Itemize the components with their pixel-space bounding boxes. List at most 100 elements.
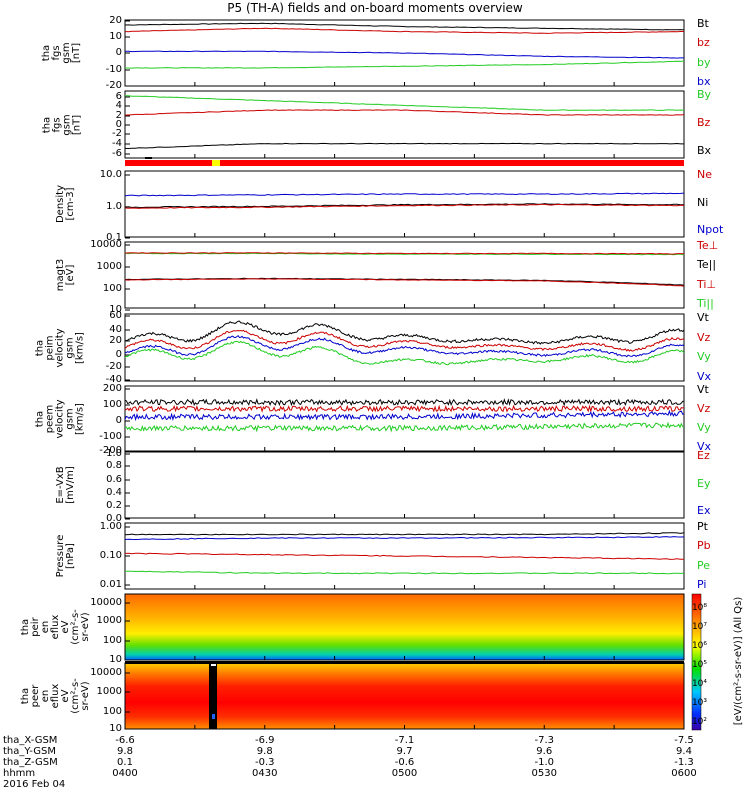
legend-fgs_zoom-1: Bz bbox=[697, 116, 711, 130]
ytick-label-fgs: 0 bbox=[115, 47, 122, 58]
colorbar-tick-label: 10² bbox=[691, 717, 707, 727]
mode-bar-marker bbox=[212, 160, 220, 166]
series-line-pi bbox=[124, 536, 685, 541]
legend-peem-0: Vt bbox=[697, 383, 709, 396]
colorbar-tick-label: 10⁴ bbox=[691, 679, 707, 689]
ytick-label-fgs: -10 bbox=[105, 64, 122, 75]
ytick-label-peir: 1000 bbox=[96, 615, 122, 626]
ytick-label-pressure: 1.00 bbox=[99, 521, 122, 532]
ytick-label-temp: 100 bbox=[102, 283, 122, 294]
series-line-npot bbox=[124, 192, 685, 197]
legend-pressure-2: Pe bbox=[697, 558, 711, 572]
ytick-label-fgs_zoom: 4 bbox=[115, 100, 122, 111]
ytick-label-peem: 0 bbox=[115, 415, 122, 426]
ytick-label-efield: 0.0 bbox=[106, 513, 122, 524]
legend-fgs_zoom-0: By bbox=[697, 88, 712, 101]
xaxis-value-3-2: 0500 bbox=[391, 768, 418, 779]
series-line-bx bbox=[124, 50, 684, 59]
series-line-bz bbox=[124, 109, 685, 116]
ytick-label-peer: 10 bbox=[109, 723, 122, 734]
ytick-label-peir: 10 bbox=[109, 654, 122, 665]
series-line-vx-peem bbox=[124, 409, 685, 422]
peer-gap-blue bbox=[212, 714, 215, 719]
ytick-label-efield: 1.0 bbox=[106, 448, 122, 459]
panel-frame-efield bbox=[124, 451, 685, 519]
xaxis-value-3-4: 0600 bbox=[671, 768, 697, 779]
ytick-label-density: 10.0 bbox=[99, 169, 122, 180]
ytick-label-fgs_zoom: -2 bbox=[112, 128, 122, 139]
legend-density-2: Npot bbox=[697, 223, 724, 237]
legend-peim-0: Vt bbox=[697, 311, 709, 324]
xaxis-value-3-3: 0530 bbox=[531, 768, 557, 779]
ytick-label-efield: 0.6 bbox=[106, 474, 122, 485]
colorbar-label: [eV/(cm²-s-sr-eV)] (All Qs) bbox=[733, 596, 744, 726]
ytick-label-fgs: -20 bbox=[105, 80, 122, 91]
ytick-label-fgs_zoom: -6 bbox=[112, 148, 122, 159]
ytick-label-efield: 0.2 bbox=[106, 500, 122, 511]
xaxis-value-2-2: -0.6 bbox=[394, 757, 415, 768]
peer-gap-marker bbox=[211, 663, 216, 666]
legend-efield-0: Ez bbox=[697, 449, 710, 462]
ytick-label-density: 0.1 bbox=[106, 232, 122, 243]
xaxis-value-0-3: -7.3 bbox=[534, 735, 554, 746]
legend-peim-2: Vy bbox=[697, 350, 711, 364]
xaxis-row-label-0: tha_X-GSM bbox=[3, 735, 58, 746]
xaxis-row-label-1: tha_Y-GSM bbox=[3, 746, 57, 757]
series-line-by bbox=[124, 95, 685, 111]
series-line-ti- bbox=[124, 252, 685, 255]
colorbar-tick-label: 10⁵ bbox=[691, 660, 707, 670]
ylabel-fgs_zoom: tha fgs gsm [nT] bbox=[41, 113, 82, 136]
xaxis-value-1-3: 9.6 bbox=[536, 746, 553, 757]
legend-efield-1: Ey bbox=[697, 476, 711, 490]
ytick-label-peim: -40 bbox=[105, 374, 122, 385]
colorbar-tick-label: 10⁸ bbox=[691, 603, 707, 613]
legend-density-1: Ni bbox=[697, 195, 709, 209]
series-line-te- bbox=[124, 278, 685, 287]
ylabel-peem: tha peem velocity gsm [km/s] bbox=[34, 398, 85, 439]
ytick-label-efield: 0.8 bbox=[106, 460, 122, 471]
ytick-label-peem: 100 bbox=[102, 399, 122, 410]
series-line-ne bbox=[124, 203, 685, 209]
ytick-label-pressure: 0.01 bbox=[99, 579, 122, 590]
xaxis-value-0-1: -6.9 bbox=[254, 735, 275, 746]
series-line-pe bbox=[125, 570, 685, 575]
legend-peem-3: Vx bbox=[697, 440, 712, 453]
ytick-label-fgs_zoom: 0 bbox=[115, 119, 122, 130]
legend-fgs-1: bz bbox=[697, 36, 710, 50]
ytick-label-peim: 0 bbox=[115, 349, 122, 360]
legend-temp-1: Te|| bbox=[697, 258, 717, 272]
ylabel-density: Density [cm-3] bbox=[55, 184, 76, 224]
legend-temp-2: Ti⊥ bbox=[697, 277, 717, 291]
ylabel-peim: tha peim velocity gsm [km/s] bbox=[34, 327, 85, 368]
xaxis-value-1-1: 9.8 bbox=[256, 746, 273, 757]
legend-peim-1: Vz bbox=[697, 330, 711, 344]
colorbar bbox=[691, 593, 702, 731]
xaxis-value-0-0: -6.6 bbox=[115, 735, 135, 746]
xaxis-row-label-2: tha_Z-GSM bbox=[3, 757, 58, 768]
xaxis-row-label-3: hhmm bbox=[3, 768, 36, 779]
ytick-label-peem: 200 bbox=[102, 383, 122, 394]
ytick-label-pressure: 0.10 bbox=[99, 550, 122, 561]
xaxis-value-2-3: -1.0 bbox=[534, 757, 554, 768]
ytick-label-density: 1.0 bbox=[106, 201, 122, 212]
legend-peim-3: Vx bbox=[697, 370, 712, 383]
series-line-bz bbox=[124, 27, 684, 34]
xaxis-value-0-4: -7.5 bbox=[674, 735, 694, 746]
ytick-label-temp: 1000 bbox=[96, 261, 122, 272]
ytick-label-peim: -20 bbox=[105, 361, 122, 372]
colorbar-tick-label: 10⁶ bbox=[691, 641, 707, 651]
series-line-pt bbox=[124, 532, 685, 536]
ytick-label-peim: 60 bbox=[109, 310, 122, 321]
series-line-vt-peem bbox=[124, 398, 685, 407]
series-line-by bbox=[124, 60, 685, 69]
legend-pressure-1: Pb bbox=[697, 539, 711, 553]
ytick-label-fgs_zoom: -4 bbox=[112, 138, 122, 149]
peir-spectrogram bbox=[125, 594, 684, 660]
ylabel-peer: tha peer en eflux eV (cm²-s- sr-eV) bbox=[20, 678, 91, 714]
ytick-label-peer: 1000 bbox=[96, 686, 122, 697]
chart-title: P5 (TH-A) fields and on-board moments ov… bbox=[227, 1, 523, 15]
ytick-label-fgs_zoom: 2 bbox=[115, 110, 122, 121]
legend-fgs-2: by bbox=[697, 55, 711, 69]
ytick-label-peer: 100 bbox=[102, 706, 122, 717]
ytick-label-peim: 20 bbox=[109, 335, 122, 346]
